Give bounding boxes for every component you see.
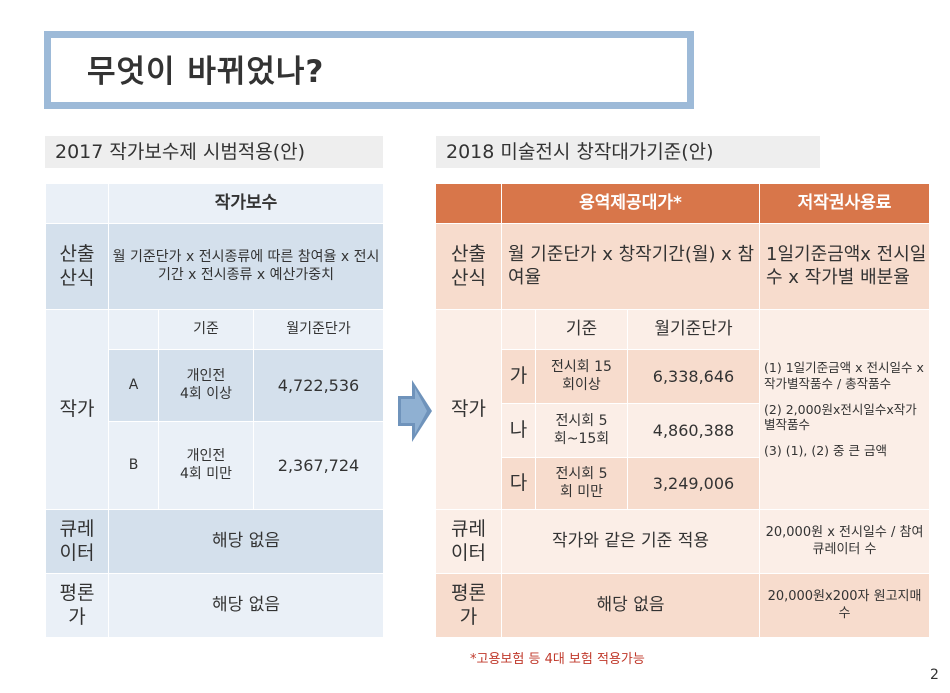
left-basis-a: 개인전 4회 이상 [158, 349, 254, 422]
right-curator-copyright: 20,000원 x 전시일수 / 참여큐레이터 수 [759, 509, 931, 574]
right-critic-label: 평론 가 [435, 573, 502, 638]
copyright-note-1: (1) 1일기준금액 x 전시일수 x작가별작품수 / 총작품수 [764, 360, 924, 392]
left-col-header: 작가보수 [107, 183, 385, 224]
right-col-service: 용역제공대가* [500, 183, 761, 224]
right-basis-na: 전시회 5 회~15회 [535, 403, 628, 458]
arrow-right-icon [398, 380, 432, 442]
right-basis-ga: 전시회 15 회이상 [535, 349, 628, 404]
left-sub-empty [108, 309, 159, 350]
right-formula-service: 월 기준단가 x 창작기간(월) x 참여율 [500, 223, 761, 310]
left-critic-value: 해당 없음 [107, 573, 385, 638]
right-empty-corner [435, 183, 502, 224]
right-critic-copyright: 20,000원x200자 원고지매수 [759, 573, 931, 638]
right-price-da: 3,249,006 [626, 457, 761, 510]
left-grade-a: A [108, 349, 159, 422]
left-artist-label: 작가 [45, 309, 109, 510]
left-price-b: 2,367,724 [252, 421, 385, 510]
right-critic-service: 해당 없음 [500, 573, 761, 638]
right-heading: 2018 미술전시 창작대가기준(안) [436, 136, 820, 168]
left-sub-basis: 기준 [158, 309, 254, 350]
right-col-copyright: 저작권사용료 [759, 183, 931, 224]
right-curator-service: 작가와 같은 기준 적용 [500, 509, 761, 574]
right-artist-label: 작가 [435, 309, 502, 510]
left-price-a: 4,722,536 [252, 349, 385, 422]
right-price-ga: 6,338,646 [626, 349, 761, 404]
left-table: 작가보수 산출 산식 월 기준단가 x 전시종류에 따른 참여율 x 전시기간 … [45, 183, 385, 638]
left-curator-label: 큐레 이터 [45, 509, 109, 574]
title-box: 무엇이 바뀌었나? [44, 31, 694, 109]
footnote: *고용보험 등 4대 보험 적용가능 [470, 652, 645, 667]
right-table: 용역제공대가* 저작권사용료 산출 산식 월 기준단가 x 창작기간(월) x … [435, 183, 931, 638]
right-formula-label: 산출 산식 [435, 223, 502, 310]
left-empty-corner [45, 183, 109, 224]
right-copyright-notes: (1) 1일기준금액 x 전시일수 x작가별작품수 / 총작품수 (2) 2,0… [759, 309, 931, 510]
right-formula-copyright: 1일기준금액x 전시일수 x 작가별 배분율 [759, 223, 931, 310]
right-grade-da: 다 [501, 457, 536, 510]
left-formula: 월 기준단가 x 전시종류에 따른 참여율 x 전시기간 x 전시종류 x 예산… [107, 223, 385, 310]
left-curator-value: 해당 없음 [107, 509, 385, 574]
left-grade-b: B [108, 421, 159, 510]
left-basis-b: 개인전 4회 미만 [158, 421, 254, 510]
left-heading: 2017 작가보수제 시범적용(안) [45, 136, 383, 168]
right-price-na: 4,860,388 [626, 403, 761, 458]
right-basis-da: 전시회 5 회 미만 [535, 457, 628, 510]
copyright-note-3: (3) (1), (2) 중 큰 금액 [764, 442, 887, 458]
left-formula-label: 산출 산식 [45, 223, 109, 310]
right-curator-label: 큐레 이터 [435, 509, 502, 574]
right-grade-ga: 가 [501, 349, 536, 404]
right-grade-na: 나 [501, 403, 536, 458]
copyright-note-2: (2) 2,000원x전시일수x작가별작품수 [764, 401, 917, 433]
right-sub-price: 월기준단가 [626, 309, 761, 350]
page-number: 2 [930, 667, 939, 683]
right-sub-basis: 기준 [535, 309, 628, 350]
left-sub-price: 월기준단가 [252, 309, 385, 350]
left-critic-label: 평론 가 [45, 573, 109, 638]
page-title: 무엇이 바뀌었나? [87, 54, 325, 90]
right-sub-empty [501, 309, 536, 350]
